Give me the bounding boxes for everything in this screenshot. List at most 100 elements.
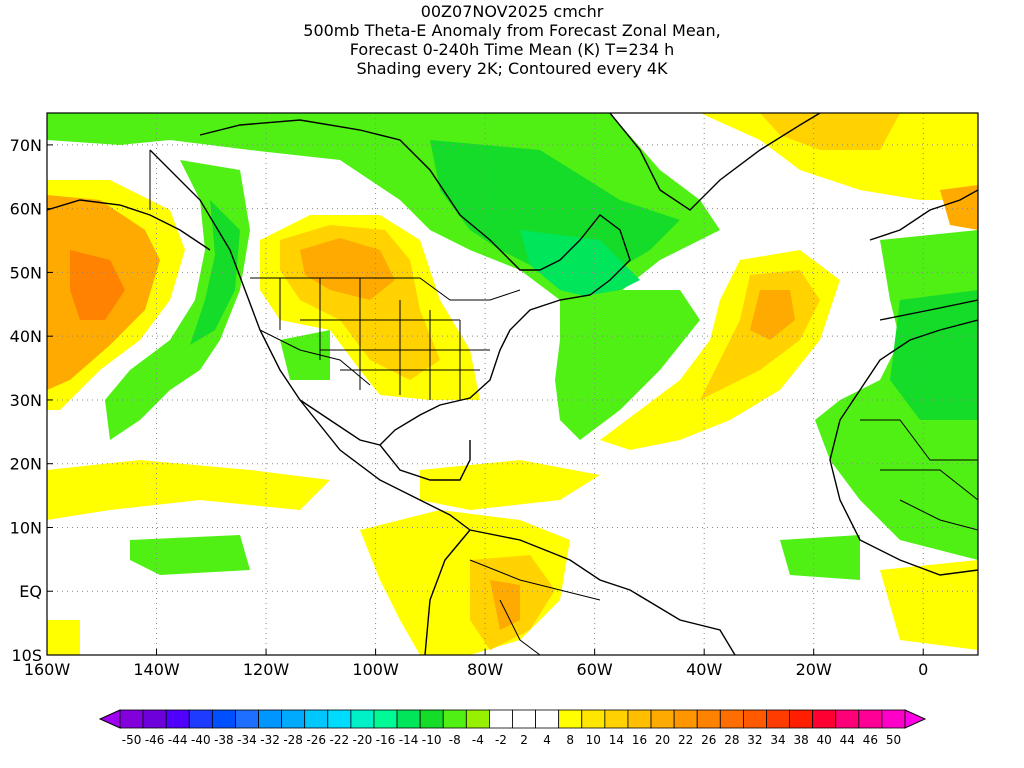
colorbar-box: [858, 709, 883, 729]
colorbar-box: [119, 709, 144, 729]
colorbar-box: [419, 709, 444, 729]
lon-label: 160W: [24, 660, 71, 679]
colorbar-box: [719, 709, 744, 729]
coast-europe: [869, 189, 978, 321]
colorbar-box: [465, 709, 490, 729]
colorbar-label: -22: [330, 733, 350, 747]
latitude-labels: 70N 60N 50N 40N 30N 20N 10N EQ 10S: [10, 136, 53, 665]
colorbar-label: 22: [678, 733, 693, 747]
shade-atlantic-orange-2: [750, 290, 795, 340]
colorbar-max-arrow: [904, 709, 927, 729]
grid-layer: [47, 113, 978, 655]
colorbar-label: -26: [306, 733, 326, 747]
colorbar-box: [235, 709, 259, 729]
coast-africa: [829, 319, 978, 576]
colorbar-label: 26: [701, 733, 716, 747]
coast-south-america: [424, 529, 736, 655]
shade-tropical-yellow-2: [420, 460, 600, 510]
colorbar-label: 2: [520, 733, 528, 747]
shade-greenland-yellow: [700, 113, 978, 200]
shade-europe-orange: [940, 185, 978, 230]
colorbar-label: 46: [863, 733, 878, 747]
shade-canada-aqua: [520, 230, 640, 300]
colorbar-label: -4: [472, 733, 484, 747]
shade-us-orange-2: [300, 238, 395, 300]
colorbar-box: [558, 709, 583, 729]
border-us-states: [279, 278, 490, 400]
colorbar-label: -46: [145, 733, 165, 747]
lon-label: 100W: [352, 660, 399, 679]
colorbar-box: [604, 709, 629, 729]
lon-label: 40W: [686, 660, 722, 679]
colorbar-label: 40: [817, 733, 832, 747]
colorbar-box: [327, 709, 352, 729]
colorbar-label: 14: [609, 733, 624, 747]
colorbar-label: 10: [586, 733, 601, 747]
colorbar-label: 38: [793, 733, 808, 747]
colorbar-box: [650, 709, 675, 729]
colorbar-box: [789, 709, 814, 729]
border-us-canada: [250, 277, 521, 301]
colorbar-box: [673, 709, 698, 729]
coast-alaska: [47, 199, 211, 251]
coastlines: [47, 113, 978, 655]
colorbar-label: -8: [449, 733, 461, 747]
colorbar-label: -10: [422, 733, 442, 747]
colorbar-label: -32: [260, 733, 280, 747]
lon-label: 140W: [133, 660, 180, 679]
colorbar: -50 -46 -44 -40 -38 -34 -32 -28 -26 -22 -20 -16 -14-…: [98, 709, 927, 747]
lon-label: 80W: [467, 660, 503, 679]
colorbar-box: [396, 709, 421, 729]
colorbar-label: 34: [770, 733, 785, 747]
colorbar-box: [627, 709, 652, 729]
title-line-4: Shading every 2K; Contoured every 4K: [356, 59, 668, 78]
shade-central-green: [280, 330, 330, 380]
lat-label: 60N: [10, 200, 42, 219]
colorbar-box: [812, 709, 837, 729]
colorbar-label: 32: [747, 733, 762, 747]
colorbar-box: [304, 709, 329, 729]
colorbar-box: [512, 709, 536, 729]
colorbar-box: [881, 709, 906, 729]
lat-label: 40N: [10, 327, 42, 346]
border-africa: [860, 419, 978, 531]
colorbar-box: [165, 709, 190, 729]
lon-label: 120W: [243, 660, 290, 679]
shade-trop-green-2: [780, 535, 860, 580]
colorbar-box: [281, 709, 306, 729]
colorbar-box: [442, 709, 467, 729]
shade-trop-green-1: [130, 535, 250, 575]
title-block: 00Z07NOV2025 cmchr 500mb Theta-E Anomaly…: [0, 2, 1024, 78]
colorbar-label: -38: [214, 733, 234, 747]
colorbar-label: 4: [543, 733, 551, 747]
colorbar-label: -40: [191, 733, 211, 747]
colorbar-box: [489, 709, 513, 729]
colorbar-label: -28: [283, 733, 303, 747]
colorbar-label: -34: [237, 733, 257, 747]
colorbar-box: [696, 709, 721, 729]
colorbar-label: -44: [168, 733, 188, 747]
map-frame: [46, 112, 979, 656]
colorbar-label: 50: [886, 733, 901, 747]
shade-greenland-orange: [760, 113, 900, 150]
colorbar-label: 20: [655, 733, 670, 747]
colorbar-label: -2: [495, 733, 507, 747]
lat-label: 20N: [10, 455, 42, 474]
shade-africa-green: [890, 290, 978, 420]
colorbar-min-arrow: [98, 709, 121, 729]
colorbar-box: [766, 709, 790, 729]
colorbar-box: [350, 709, 375, 729]
coast-greenland: [609, 113, 821, 211]
lat-label: 70N: [10, 136, 42, 155]
shade-sw-yellow: [47, 620, 80, 655]
lat-label: 10N: [10, 518, 42, 537]
colorbar-box: [211, 709, 236, 729]
colorbar-labels: -50 -46 -44 -40 -38 -34 -32 -28 -26 -22 -20 -16 -14-…: [122, 733, 901, 747]
title-line-2: 500mb Theta-E Anomaly from Forecast Zona…: [303, 21, 721, 40]
shade-tropical-yellow-1: [47, 460, 330, 520]
colorbar-label: 16: [632, 733, 647, 747]
border-south-america: [469, 559, 601, 655]
shade-atlantic-green: [555, 290, 700, 440]
lon-label: 60W: [577, 660, 613, 679]
